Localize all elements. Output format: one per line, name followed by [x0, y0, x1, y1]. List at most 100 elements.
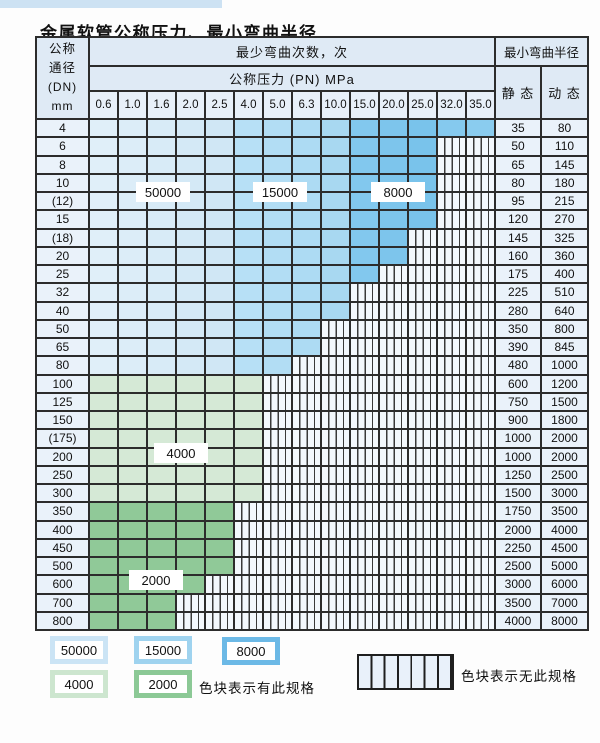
static-radius-cell: 900	[496, 412, 540, 429]
pressure-cell-no-spec	[351, 521, 378, 538]
pressure-cell-no-spec	[380, 503, 407, 520]
dynamic-radius-cell: 215	[542, 193, 587, 210]
pressure-cell-colored	[409, 120, 436, 137]
pressure-cell-colored	[177, 247, 204, 264]
pressure-cell-colored	[119, 211, 146, 228]
pressure-cell-no-spec	[438, 539, 465, 556]
dynamic-radius-cell: 80	[542, 120, 587, 137]
pressure-cell-no-spec	[351, 539, 378, 556]
pressure-cell-colored	[119, 266, 146, 283]
pressure-cell-colored	[177, 138, 204, 155]
pressure-cell-colored	[322, 193, 349, 210]
pressure-cell-no-spec	[322, 375, 349, 392]
pressure-cell-colored	[148, 156, 175, 173]
pressure-cell-colored	[264, 320, 291, 337]
legend-no-spec-caption: 色块表示无此规格	[461, 669, 577, 684]
pressure-cell-no-spec	[322, 485, 349, 502]
pressure-cell-no-spec	[409, 229, 436, 246]
dn-cell: 15	[37, 211, 88, 228]
pressure-cell-colored	[351, 247, 378, 264]
pressure-cell-colored	[119, 393, 146, 410]
pressure-cell-colored	[293, 120, 320, 137]
pressure-cell-no-spec	[235, 612, 262, 629]
pressure-cell-no-spec	[438, 485, 465, 502]
pressure-cell-no-spec	[467, 266, 494, 283]
pressure-cell-no-spec	[438, 284, 465, 301]
legend-no-spec-hatch-swatch	[357, 654, 454, 690]
pressure-cell-no-spec	[322, 393, 349, 410]
legend-swatch-4000: 4000	[50, 670, 108, 698]
pressure-cell-no-spec	[264, 430, 291, 447]
header-static: 静 态	[496, 67, 540, 118]
pressure-cell-colored	[148, 302, 175, 319]
pressure-cell-no-spec	[380, 284, 407, 301]
pressure-cell-no-spec	[438, 448, 465, 465]
dn-cell: 10	[37, 174, 88, 191]
dynamic-radius-cell: 110	[542, 138, 587, 155]
pressure-cell-colored	[409, 211, 436, 228]
pressure-cell-no-spec	[264, 521, 291, 538]
pressure-cell-colored	[148, 466, 175, 483]
pressure-cell-no-spec	[409, 466, 436, 483]
pressure-cell-no-spec	[467, 339, 494, 356]
pressure-cell-no-spec	[351, 393, 378, 410]
dn-cell: 40	[37, 302, 88, 319]
dynamic-radius-cell: 2500	[542, 466, 587, 483]
static-radius-cell: 50	[496, 138, 540, 155]
pressure-cell-colored	[90, 138, 117, 155]
pressure-cell-colored	[148, 320, 175, 337]
pressure-cell-no-spec	[438, 576, 465, 593]
pressure-cell-colored	[148, 485, 175, 502]
dn-cell: 32	[37, 284, 88, 301]
dn-cell: 150	[37, 412, 88, 429]
pressure-cell-colored	[380, 247, 407, 264]
pressure-cell-no-spec	[264, 466, 291, 483]
pressure-cell-colored	[206, 211, 233, 228]
pressure-cell-no-spec	[322, 320, 349, 337]
pressure-cell-colored	[235, 412, 262, 429]
pressure-cell-no-spec	[293, 521, 320, 538]
pressure-cell-colored	[90, 412, 117, 429]
pressure-cell-colored	[235, 229, 262, 246]
pressure-cell-no-spec	[351, 357, 378, 374]
dynamic-radius-cell: 2000	[542, 448, 587, 465]
pressure-cell-no-spec	[322, 576, 349, 593]
pressure-cell-colored	[177, 284, 204, 301]
dynamic-radius-cell: 7000	[542, 594, 587, 611]
pressure-cell-colored	[119, 320, 146, 337]
header-pn-35.0: 35.0	[467, 92, 494, 118]
pressure-cell-colored	[119, 466, 146, 483]
dynamic-radius-cell: 4000	[542, 521, 587, 538]
pressure-cell-no-spec	[409, 594, 436, 611]
static-radius-cell: 4000	[496, 612, 540, 629]
pressure-cell-no-spec	[438, 558, 465, 575]
pressure-cell-no-spec	[235, 594, 262, 611]
pressure-cell-colored	[322, 120, 349, 137]
pressure-cell-colored	[293, 284, 320, 301]
pressure-cell-colored	[322, 266, 349, 283]
pressure-cell-no-spec	[380, 448, 407, 465]
pressure-cell-colored	[119, 247, 146, 264]
pressure-cell-no-spec	[380, 320, 407, 337]
static-radius-cell: 160	[496, 247, 540, 264]
header-pn-2.5: 2.5	[206, 92, 233, 118]
pressure-cell-no-spec	[467, 594, 494, 611]
static-radius-cell: 65	[496, 156, 540, 173]
dynamic-radius-cell: 5000	[542, 558, 587, 575]
dynamic-radius-cell: 4500	[542, 539, 587, 556]
dynamic-radius-cell: 360	[542, 247, 587, 264]
static-radius-cell: 480	[496, 357, 540, 374]
pressure-cell-no-spec	[409, 576, 436, 593]
pressure-cell-colored	[119, 485, 146, 502]
pressure-cell-colored	[177, 357, 204, 374]
pressure-cell-no-spec	[467, 247, 494, 264]
static-radius-cell: 145	[496, 229, 540, 246]
pressure-cell-colored	[206, 430, 233, 447]
pressure-cell-no-spec	[293, 612, 320, 629]
static-radius-cell: 1000	[496, 448, 540, 465]
pressure-cell-no-spec	[467, 466, 494, 483]
pressure-cell-colored	[322, 211, 349, 228]
pressure-cell-colored	[206, 558, 233, 575]
pressure-cell-colored	[264, 229, 291, 246]
pressure-cell-colored	[264, 357, 291, 374]
